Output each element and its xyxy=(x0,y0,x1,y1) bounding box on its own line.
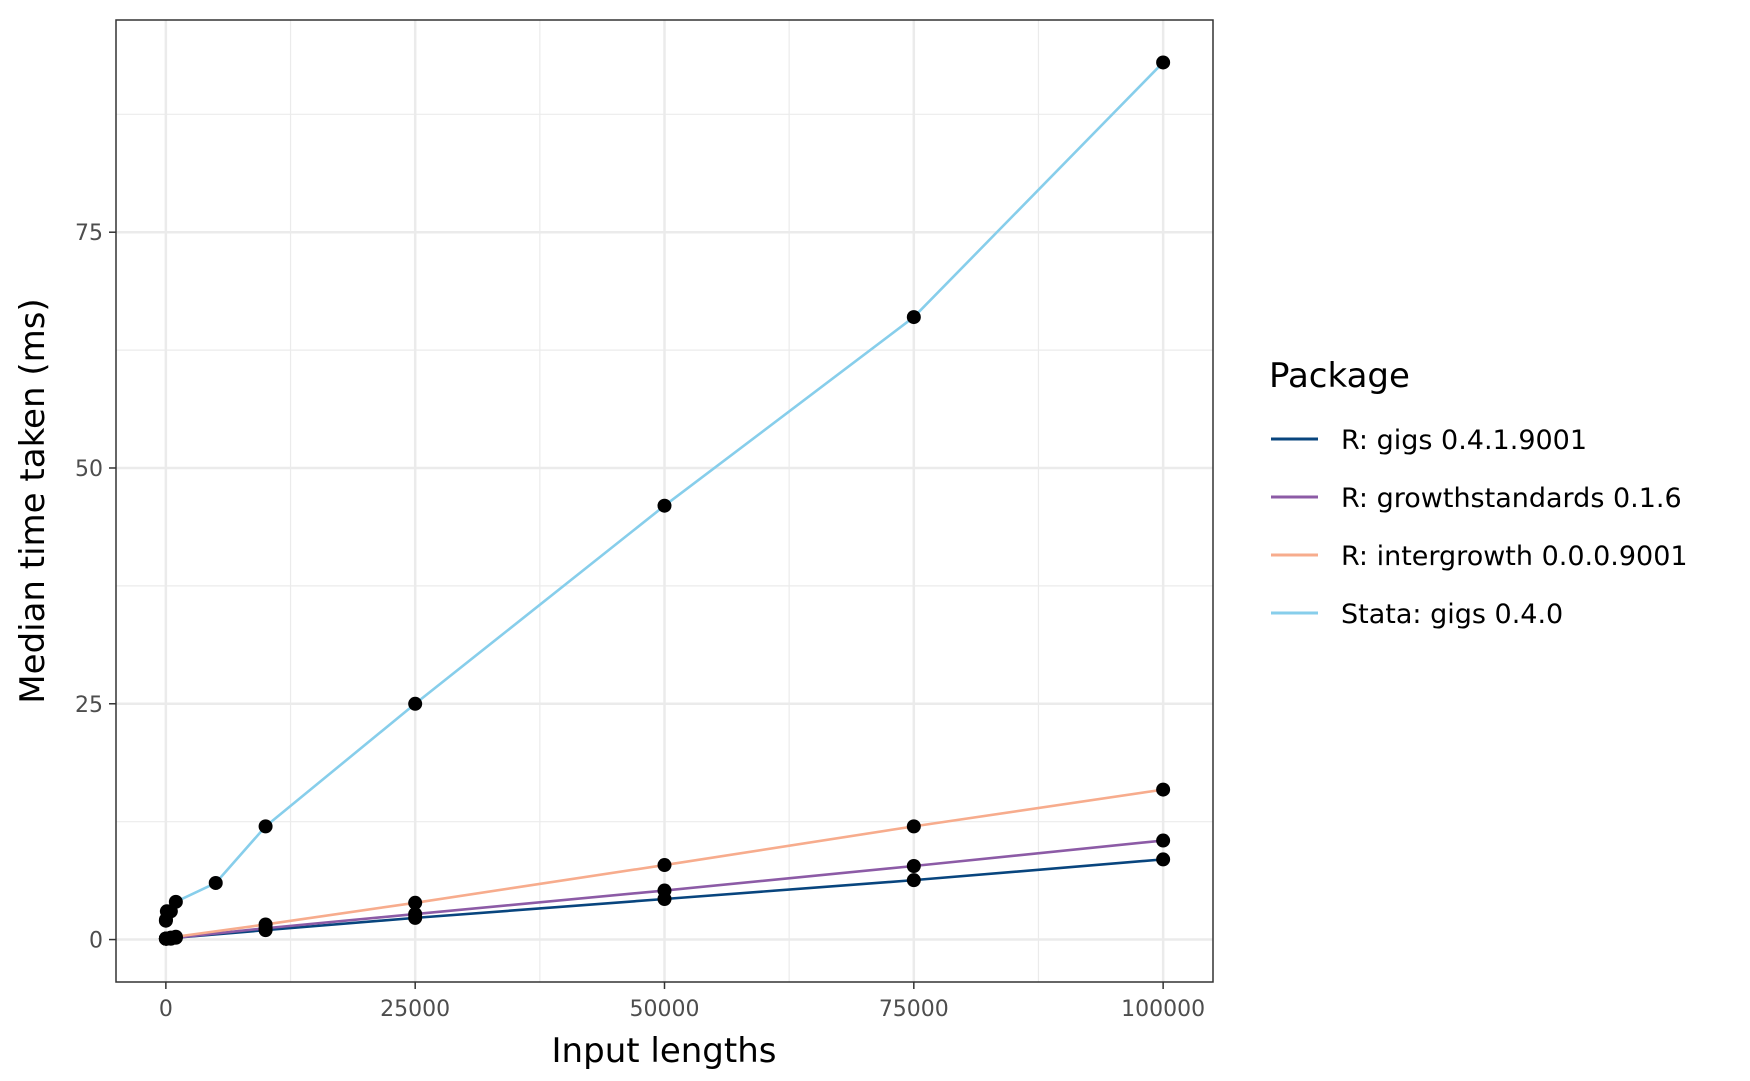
data-point xyxy=(408,907,423,922)
data-point xyxy=(906,858,921,873)
data-point xyxy=(258,917,273,932)
data-point xyxy=(1156,852,1171,867)
legend-label: R: growthstandards 0.1.6 xyxy=(1341,483,1682,514)
x-tick-label: 75000 xyxy=(879,997,949,1022)
y-tick-label: 50 xyxy=(75,457,103,482)
data-point xyxy=(1156,782,1171,797)
legend: Package R: gigs 0.4.1.9001 R: growthstand… xyxy=(1269,356,1688,630)
x-tick-label: 100000 xyxy=(1121,997,1205,1022)
x-tick-label: 25000 xyxy=(380,997,450,1022)
data-point xyxy=(657,498,672,513)
data-point xyxy=(208,875,223,890)
x-axis: 0 25000 50000 75000 100000 xyxy=(159,982,1205,1022)
data-point xyxy=(657,858,672,873)
x-axis-title: Input lengths xyxy=(552,1031,777,1071)
data-point xyxy=(906,873,921,888)
data-point xyxy=(906,819,921,834)
y-axis: 0 25 50 75 xyxy=(75,221,116,954)
y-tick-label: 0 xyxy=(89,929,103,954)
data-point xyxy=(1156,833,1171,848)
legend-label: R: gigs 0.4.1.9001 xyxy=(1341,425,1587,456)
legend-items: R: gigs 0.4.1.9001 R: growthstandards 0.1… xyxy=(1271,425,1688,630)
x-tick-label: 50000 xyxy=(630,997,700,1022)
data-point xyxy=(657,883,672,898)
data-point xyxy=(168,929,183,944)
legend-title: Package xyxy=(1269,356,1410,396)
legend-label: R: intergrowth 0.0.0.9001 xyxy=(1341,541,1688,572)
data-point xyxy=(1156,55,1171,70)
data-point xyxy=(258,819,273,834)
series-points xyxy=(158,55,1171,946)
y-tick-label: 25 xyxy=(75,693,103,718)
y-tick-label: 75 xyxy=(75,221,103,246)
legend-label: Stata: gigs 0.4.0 xyxy=(1341,599,1563,630)
data-point xyxy=(408,895,423,910)
data-point xyxy=(906,310,921,325)
data-point xyxy=(408,696,423,711)
data-point xyxy=(168,894,183,909)
x-tick-label: 0 xyxy=(159,997,173,1022)
y-axis-title: Median time taken (ms) xyxy=(13,298,53,703)
